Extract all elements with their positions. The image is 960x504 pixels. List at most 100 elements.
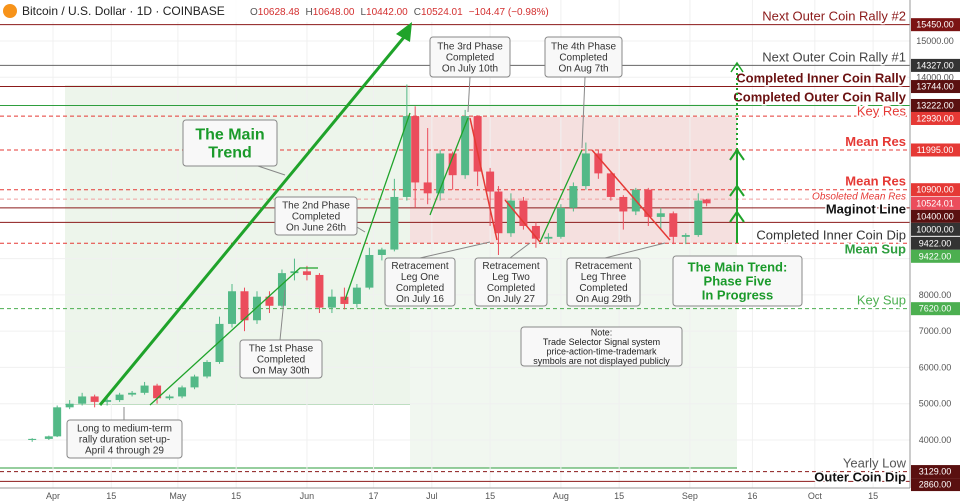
candle-body	[644, 189, 653, 217]
callout-pointer	[279, 289, 286, 341]
candle-body	[190, 376, 199, 388]
level-label: Next Outer Coin Rally #1	[762, 49, 906, 64]
callout-text: The 3rd Phase	[437, 42, 503, 53]
candle-body	[53, 407, 62, 437]
level-label: Next Outer Coin Rally #2	[762, 9, 906, 24]
price-tag-label: 9422.00	[919, 251, 952, 261]
leg-one-line	[469, 117, 498, 241]
ohlc-value: 10442.00	[366, 7, 408, 18]
ohlc-key: L	[360, 7, 366, 18]
price-tag-label: 11995.00	[917, 145, 954, 155]
leg-two-line	[504, 199, 541, 243]
candle-body	[115, 394, 124, 401]
ohlc-key: O	[250, 7, 258, 18]
candle-body	[411, 116, 420, 183]
ohlc: O10628.48 H10648.00 L10442.00 C10524.01 −104…	[250, 7, 549, 18]
x-tick-label: 15	[231, 491, 241, 501]
price-tag	[911, 222, 960, 236]
arrow-head	[729, 210, 745, 223]
candle-body	[240, 291, 249, 321]
candle-body	[494, 191, 503, 234]
callout-text: On Aug 29th	[576, 294, 632, 305]
callout-box	[474, 257, 548, 307]
level-label: Mean Res	[845, 134, 906, 149]
level-label: Outer Coin Dip	[814, 470, 906, 485]
candle-body	[228, 291, 237, 324]
callout-box	[182, 119, 278, 167]
symbol-icon	[3, 4, 17, 18]
callout-text: Completed	[292, 212, 340, 223]
phase-two-line	[344, 112, 411, 301]
callout-text: Leg One	[401, 272, 440, 283]
price-tag-label: 14327.00	[916, 60, 954, 70]
candle-body	[28, 438, 37, 440]
candle-body	[519, 200, 528, 226]
candle-body	[681, 235, 690, 237]
candle-body	[619, 196, 628, 212]
candle-body	[461, 116, 470, 176]
callout-text: On July 10th	[442, 64, 498, 75]
level-label: Mean Sup	[845, 241, 906, 256]
candle-body	[506, 200, 515, 234]
main-trend-line	[98, 35, 407, 406]
header: Bitcoin / U.S. Dollar · 1D · COINBASE O1…	[0, 0, 560, 22]
y-tick-label: 8000.00	[919, 290, 952, 300]
range-zone	[410, 117, 737, 243]
callout-box	[544, 36, 623, 78]
callout-text: The 1st Phase	[249, 344, 314, 355]
level-label: Completed Inner Coin Rally	[736, 71, 907, 86]
y-tick-label: 15000.00	[916, 36, 954, 46]
candle-body	[436, 153, 445, 194]
callout-box	[239, 339, 323, 379]
candle-body	[103, 400, 112, 402]
callout-pointer	[581, 76, 586, 149]
arrow-head	[729, 184, 745, 197]
candle-body	[340, 296, 349, 304]
ohlc-value: 10628.48	[258, 7, 300, 18]
price-tag	[911, 58, 960, 72]
phase-one-line	[149, 267, 318, 406]
y-tick-label: 7000.00	[919, 326, 952, 336]
callout-text: Trend	[208, 145, 252, 162]
callout-text: On May 30th	[252, 366, 309, 377]
candle-body	[140, 385, 149, 393]
callout-text: symbols are not displayed publicly	[533, 356, 670, 366]
x-tick-label: 15	[614, 491, 624, 501]
ohlc-change: −104.47 (−0.98%)	[469, 7, 549, 18]
x-tick-label: Sep	[682, 491, 698, 501]
candle-body	[556, 207, 565, 237]
level-label: Yearly Low	[843, 456, 907, 471]
levels-layer: Next Outer Coin Rally #2 Next Outer Coin …	[0, 7, 910, 486]
price-tag-label: 12930.00	[916, 113, 954, 123]
leg-three-line	[591, 149, 671, 241]
candle-body	[215, 323, 224, 362]
time-axis	[0, 488, 960, 504]
candle-body	[327, 296, 336, 308]
callout-box	[429, 36, 511, 78]
price-tag-label: 7620.00	[919, 304, 952, 314]
candle-body	[315, 274, 324, 308]
price-tag-label: 13222.00	[916, 100, 954, 110]
ohlc-value: 10524.01	[421, 7, 463, 18]
trend-drawings	[98, 22, 745, 420]
candle-body	[178, 387, 187, 397]
candle-body	[531, 225, 540, 239]
callout-text: Completed	[579, 283, 627, 294]
callout-text: In Progress	[702, 288, 774, 303]
callout-text: Phase Five	[704, 274, 772, 289]
callout-text: April 4 through 29	[85, 446, 164, 457]
callout-text: Leg Two	[492, 272, 530, 283]
callout-text: rally duration set-up-	[79, 435, 170, 446]
price-tag	[911, 196, 960, 210]
callout-text: The Main Trend:	[688, 260, 788, 275]
candle-body	[365, 254, 374, 288]
level-label: Obsoleted Mean Res	[812, 192, 906, 203]
candle-body	[377, 249, 386, 255]
callout-box	[384, 257, 456, 307]
callout-text: price-action-time-trademark	[546, 346, 657, 356]
candle-body	[352, 287, 361, 304]
candle-body	[265, 296, 274, 306]
callout-text: Note:	[591, 327, 613, 337]
callout-box	[672, 255, 803, 307]
